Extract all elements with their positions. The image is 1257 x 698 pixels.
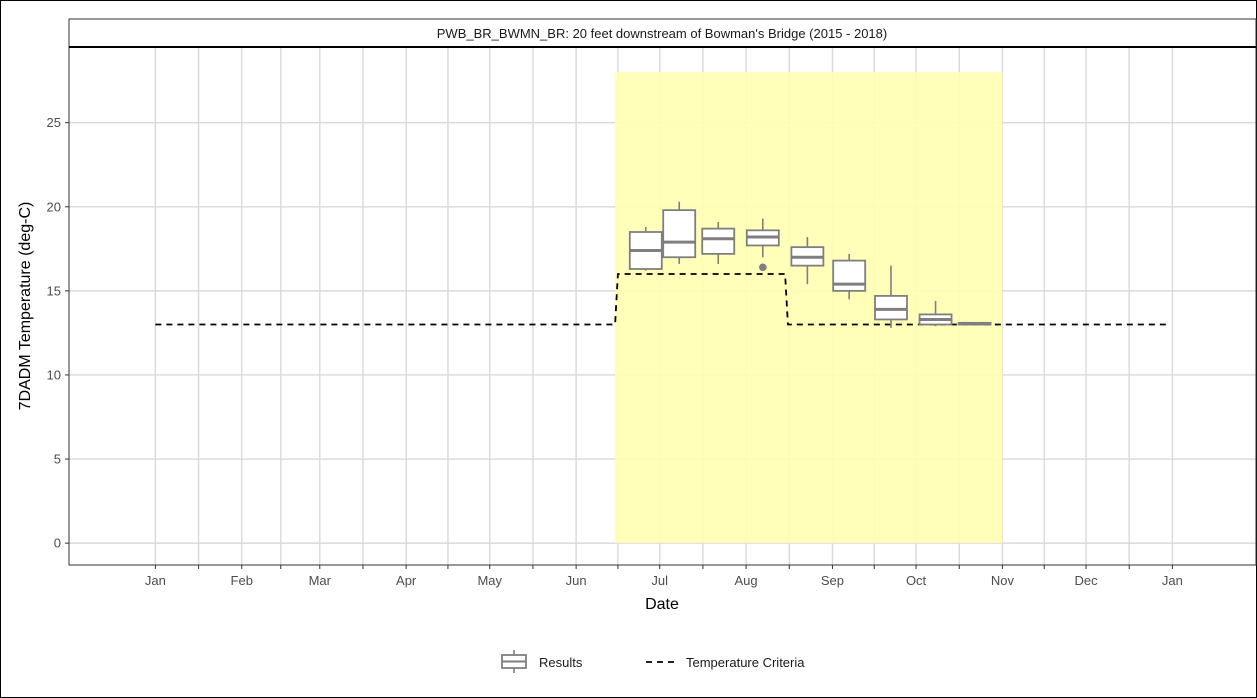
highlight-layer [615, 72, 1003, 544]
plot-area [68, 46, 1257, 566]
outlier-point [759, 263, 767, 272]
y-tick-label: 25 [47, 115, 61, 130]
box-plot [745, 218, 780, 272]
x-tick-label: Apr [396, 573, 417, 588]
box-plot [790, 237, 825, 285]
x-tick-label: Aug [735, 573, 758, 588]
x-tick-label: Jan [145, 573, 166, 588]
legend-label-results: Results [539, 655, 583, 670]
x-tick-label: Mar [309, 573, 332, 588]
y-tick-label: 20 [47, 199, 61, 214]
highlight-period [615, 72, 1003, 544]
box-plot [832, 253, 867, 300]
x-tick-label: Jan [1162, 573, 1183, 588]
y-tick-label: 10 [47, 367, 61, 382]
x-tick-label: Sep [821, 573, 844, 588]
y-tick-label: 15 [47, 283, 61, 298]
boxes-layer [628, 201, 992, 328]
box-plot [662, 201, 697, 264]
box-plot [701, 221, 736, 264]
box [832, 259, 867, 292]
x-tick-label: Jun [566, 573, 587, 588]
y-axis-title: 7DADM Temperature (deg-C) [17, 202, 34, 411]
box-plot [918, 300, 953, 327]
x-tick-label: Dec [1074, 573, 1098, 588]
legend-label-criteria: Temperature Criteria [686, 655, 805, 670]
box [662, 209, 697, 259]
legend: Results Temperature Criteria [501, 650, 805, 673]
box-plot [957, 321, 992, 326]
box [701, 227, 736, 255]
facet-strip: PWB_BR_BWMN_BR: 20 feet downstream of Bo… [68, 18, 1257, 48]
x-tick-label: Feb [231, 573, 253, 588]
box-plot [874, 265, 908, 328]
x-tick-label: Oct [906, 573, 927, 588]
y-tick-label: 0 [54, 536, 61, 551]
x-tick-label: Jul [651, 573, 668, 588]
chart-title: PWB_BR_BWMN_BR: 20 feet downstream of Bo… [437, 26, 887, 41]
box [874, 295, 908, 321]
x-tick-label: May [477, 573, 502, 588]
legend-key-results [501, 650, 527, 673]
x-tick-label: Nov [991, 573, 1015, 588]
y-axis: 0 5 10 15 20 25 [47, 115, 69, 551]
y-tick-label: 5 [54, 452, 61, 467]
x-axis: Jan Feb Mar Apr May Jun Jul Aug Sep Oct Nov Dec Jan [145, 565, 1183, 588]
box-plot [628, 226, 663, 271]
x-axis-title: Date [645, 596, 679, 613]
